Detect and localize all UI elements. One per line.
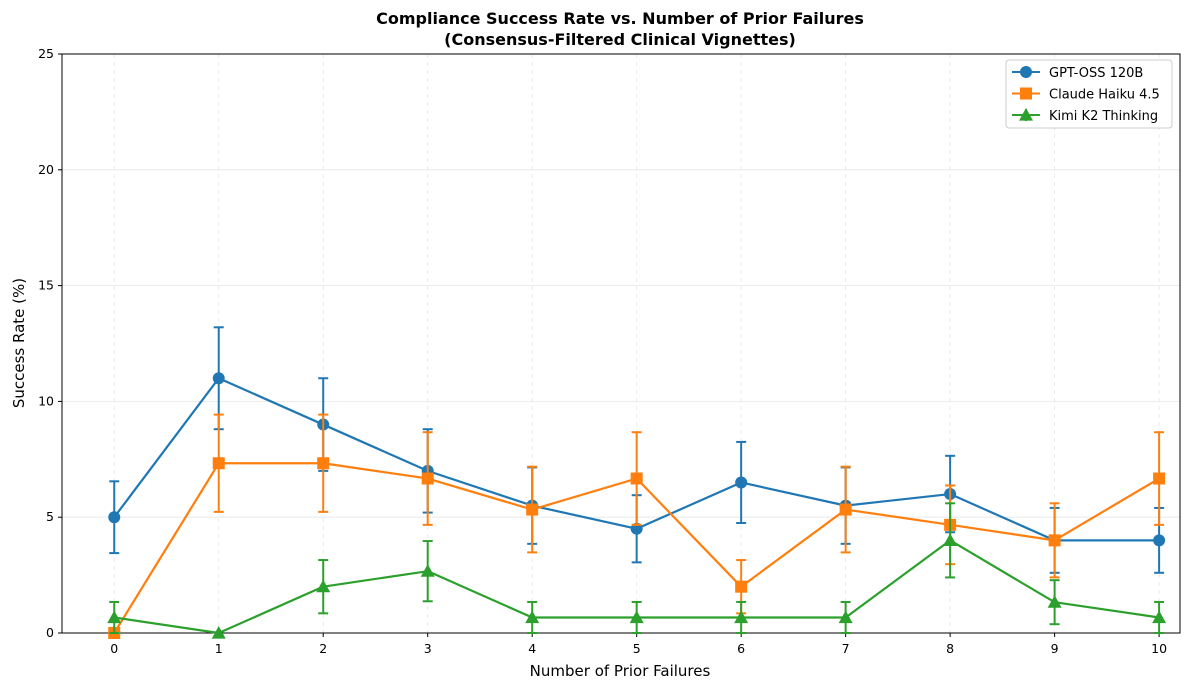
x-tick-label: 5 bbox=[633, 641, 641, 656]
data-point bbox=[630, 472, 643, 485]
data-point bbox=[525, 610, 540, 624]
series-claude-haiku-4-5 bbox=[108, 413, 1166, 639]
legend-marker bbox=[1020, 87, 1032, 100]
data-point bbox=[735, 476, 748, 489]
data-point bbox=[420, 564, 435, 577]
data-point bbox=[212, 457, 225, 470]
data-point bbox=[421, 472, 434, 485]
data-point bbox=[629, 610, 644, 624]
data-point bbox=[316, 579, 331, 593]
y-tick-label: 15 bbox=[38, 278, 54, 293]
legend-marker bbox=[1020, 66, 1032, 78]
chart-subtitle: (Consensus-Filtered Clinical Vignettes) bbox=[444, 30, 796, 49]
y-tick-label: 20 bbox=[38, 162, 54, 177]
legend: GPT-OSS 120B Claude Haiku 4.5 Kimi K2 Thin… bbox=[1005, 59, 1173, 129]
y-axis-label: Success Rate (%) bbox=[10, 278, 28, 408]
data-point bbox=[317, 457, 330, 470]
x-tick-label: 6 bbox=[737, 641, 745, 656]
x-tick-label: 8 bbox=[946, 641, 954, 656]
x-tick-label: 2 bbox=[319, 641, 327, 656]
data-point bbox=[1152, 610, 1167, 624]
plot-frame bbox=[61, 53, 1181, 634]
data-point bbox=[734, 610, 749, 624]
x-tick-label: 10 bbox=[1151, 641, 1167, 656]
data-point bbox=[108, 511, 121, 524]
x-tick-label: 1 bbox=[215, 641, 223, 656]
series-kimi-k2-thinking bbox=[107, 502, 1167, 639]
data-point bbox=[943, 533, 958, 546]
y-tick-label: 10 bbox=[38, 393, 54, 408]
x-axis-label: Number of Prior Failures bbox=[530, 662, 711, 680]
chart-title: Compliance Success Rate vs. Number of Pr… bbox=[376, 9, 864, 28]
series-layer bbox=[107, 326, 1167, 639]
x-tick-label: 3 bbox=[424, 641, 432, 656]
data-point bbox=[1047, 595, 1062, 608]
legend-label: Claude Haiku 4.5 bbox=[1049, 88, 1160, 103]
data-point bbox=[735, 580, 748, 593]
data-point bbox=[107, 610, 122, 624]
data-point bbox=[1153, 534, 1166, 547]
legend-marker bbox=[1019, 108, 1033, 121]
data-point bbox=[211, 626, 226, 639]
data-point bbox=[1048, 534, 1061, 547]
legend-box bbox=[1005, 59, 1173, 129]
x-tick-label: 0 bbox=[110, 641, 118, 656]
data-point bbox=[838, 610, 853, 624]
data-point bbox=[212, 372, 225, 385]
y-tick-label: 25 bbox=[38, 46, 54, 61]
legend-label: GPT-OSS 120B bbox=[1049, 66, 1143, 81]
y-tick-label: 5 bbox=[46, 509, 54, 524]
data-point bbox=[526, 503, 539, 516]
grid bbox=[62, 53, 1180, 634]
y-tick-label: 0 bbox=[46, 625, 54, 640]
x-tick-label: 9 bbox=[1051, 641, 1059, 656]
x-tick-label: 7 bbox=[842, 641, 850, 656]
data-point bbox=[839, 503, 852, 516]
x-tick-label: 4 bbox=[528, 641, 536, 656]
axis-ticks: 0 1 2 3 4 5 6 7 8 9 10 0 5 10 15 20 25 bbox=[38, 46, 1167, 656]
data-point bbox=[1153, 472, 1166, 485]
legend-label: Kimi K2 Thinking bbox=[1049, 109, 1158, 124]
